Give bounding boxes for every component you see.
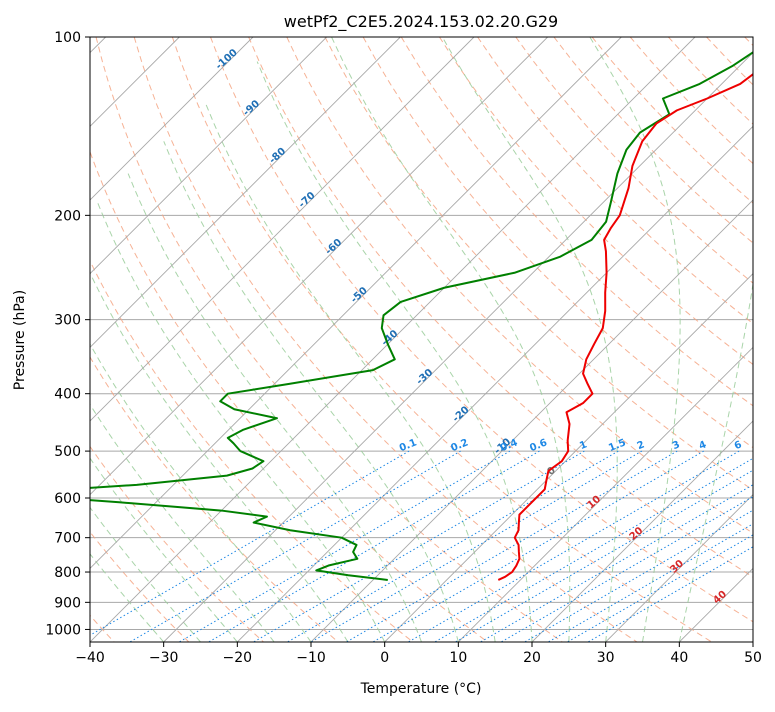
x-tick-label: 20 [523, 650, 541, 666]
x-axis-label: Temperature (°C) [360, 681, 482, 697]
chart-title: wetPf2_C2E5.2024.153.02.20.G29 [284, 12, 558, 32]
y-tick-label: 200 [54, 208, 81, 224]
y-tick-label: 900 [54, 595, 81, 611]
y-axis-label: Pressure (hPa) [12, 290, 28, 390]
x-tick-label: −30 [149, 650, 179, 666]
x-tick-label: −20 [223, 650, 253, 666]
y-tick-label: 700 [54, 531, 81, 547]
y-tick-label: 100 [54, 30, 81, 46]
x-tick-label: −10 [296, 650, 326, 666]
y-tick-label: 400 [54, 387, 81, 403]
x-tick-label: −40 [75, 650, 105, 666]
y-tick-label: 600 [54, 491, 81, 507]
x-tick-label: 40 [670, 650, 688, 666]
y-tick-label: 800 [54, 565, 81, 581]
x-tick-label: 50 [744, 650, 762, 666]
x-tick-label: 30 [597, 650, 615, 666]
x-tick-label: 0 [380, 650, 389, 666]
y-tick-label: 500 [54, 444, 81, 460]
y-tick-label: 1000 [45, 622, 81, 638]
x-tick-label: 10 [449, 650, 467, 666]
y-tick-label: 300 [54, 313, 81, 329]
